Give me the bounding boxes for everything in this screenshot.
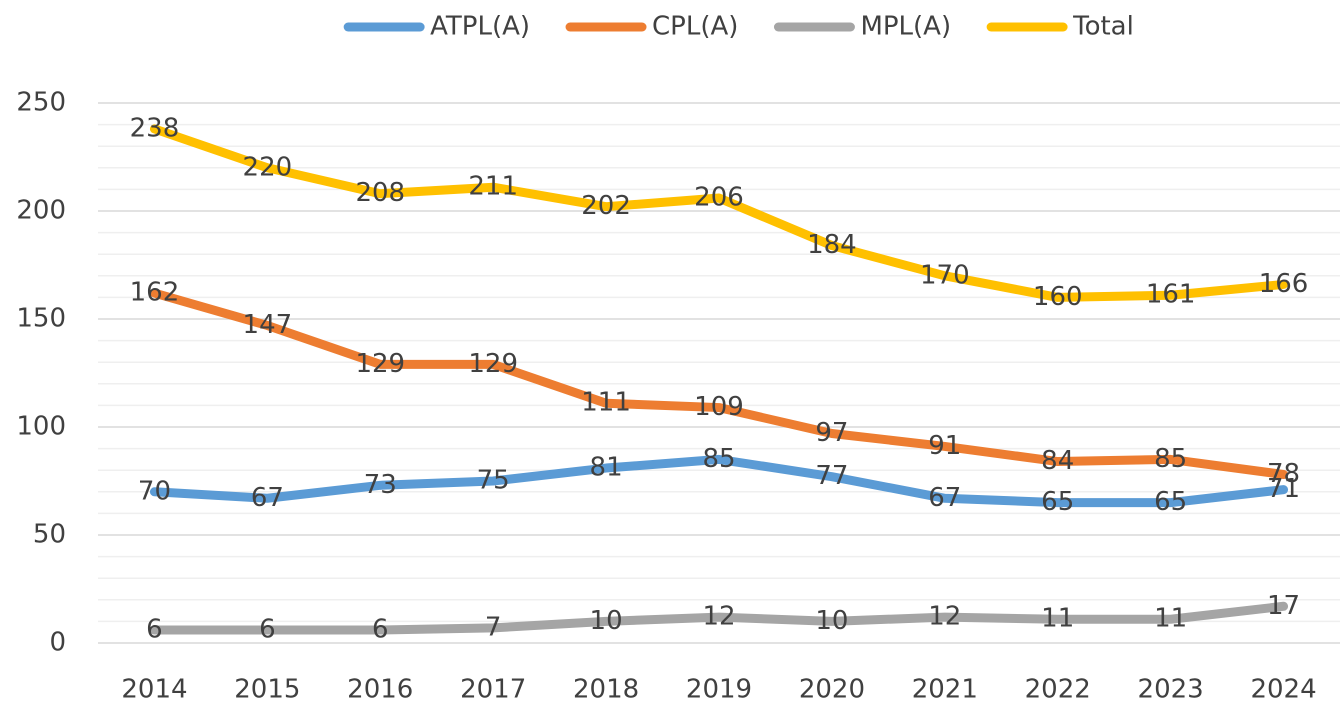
data-label: 70 <box>138 476 171 506</box>
data-label: 206 <box>694 183 744 213</box>
data-label: 73 <box>364 470 397 500</box>
data-label: 111 <box>581 388 631 418</box>
data-label: 238 <box>130 113 180 143</box>
data-label: 184 <box>807 230 857 260</box>
y-tick-label: 200 <box>16 196 66 226</box>
series-line <box>149 288 1289 480</box>
x-tick-label: 2014 <box>121 675 187 703</box>
data-label: 67 <box>251 483 284 513</box>
data-label: 6 <box>259 615 276 645</box>
x-tick-label: 2024 <box>1250 675 1316 703</box>
data-label: 170 <box>920 260 970 290</box>
data-label: 208 <box>355 178 405 208</box>
data-label: 84 <box>1041 446 1074 476</box>
data-label: 78 <box>1267 459 1300 489</box>
data-label: 85 <box>1154 444 1187 474</box>
data-label: 91 <box>928 431 961 461</box>
data-label: 7 <box>485 612 502 642</box>
x-tick-label: 2022 <box>1025 675 1091 703</box>
legend-label: CPL(A) <box>652 12 738 42</box>
data-label: 12 <box>702 602 735 632</box>
series-line <box>149 124 1289 302</box>
data-label: 10 <box>815 606 848 636</box>
data-label: 65 <box>1041 487 1074 517</box>
y-tick-label: 50 <box>33 520 66 550</box>
data-label: 77 <box>815 461 848 491</box>
data-label: 17 <box>1267 591 1300 621</box>
legend-label: ATPL(A) <box>430 12 530 42</box>
data-label: 71 <box>1267 474 1300 504</box>
data-label: 12 <box>928 602 961 632</box>
data-label: 85 <box>702 444 735 474</box>
series-line <box>149 601 1289 635</box>
x-tick-label: 2020 <box>799 675 865 703</box>
data-label: 6 <box>146 615 163 645</box>
data-label: 67 <box>928 483 961 513</box>
data-label: 147 <box>243 310 293 340</box>
data-label: 211 <box>468 172 518 202</box>
x-tick-label: 2018 <box>573 675 639 703</box>
legend-label: MPL(A) <box>860 12 951 42</box>
x-tick-label: 2016 <box>347 675 413 703</box>
data-label: 75 <box>477 466 510 496</box>
data-label: 97 <box>815 418 848 448</box>
x-tick-label: 2023 <box>1138 675 1204 703</box>
data-label: 162 <box>130 278 180 308</box>
legend-label: Total <box>1072 12 1134 42</box>
data-label: 129 <box>468 349 518 379</box>
data-label: 202 <box>581 191 631 221</box>
data-label: 220 <box>243 152 293 182</box>
y-tick-label: 100 <box>16 412 66 442</box>
data-label: 166 <box>1259 269 1309 299</box>
data-label: 129 <box>355 349 405 379</box>
data-label: 109 <box>694 392 744 422</box>
x-tick-label: 2015 <box>234 675 300 703</box>
data-label: 6 <box>372 615 389 645</box>
data-label: 10 <box>590 606 623 636</box>
x-tick-label: 2017 <box>460 675 526 703</box>
y-tick-label: 250 <box>16 88 66 118</box>
data-label: 81 <box>590 453 623 483</box>
data-label: 161 <box>1146 280 1196 310</box>
data-label: 11 <box>1154 604 1187 634</box>
data-label: 65 <box>1154 487 1187 517</box>
data-label: 160 <box>1033 282 1083 312</box>
series-line <box>149 454 1289 508</box>
y-tick-label: 0 <box>49 628 66 658</box>
y-tick-label: 150 <box>16 304 66 334</box>
data-label: 11 <box>1041 604 1074 634</box>
x-tick-label: 2019 <box>686 675 752 703</box>
x-tick-label: 2021 <box>912 675 978 703</box>
